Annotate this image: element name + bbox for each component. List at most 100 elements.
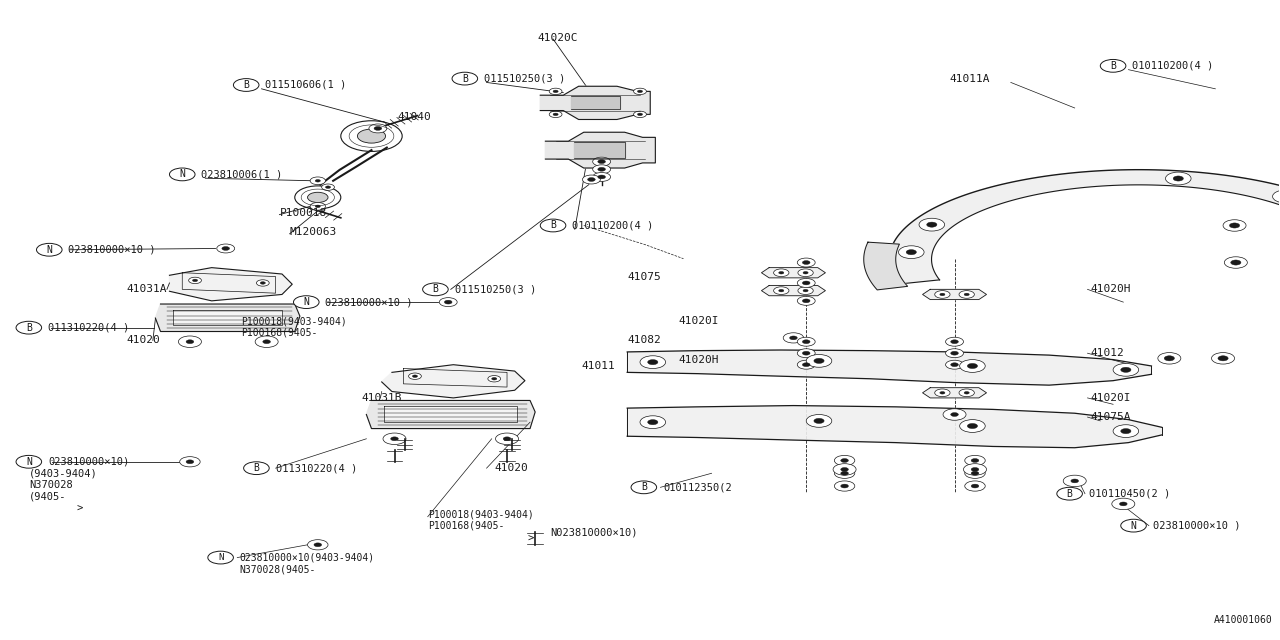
- Polygon shape: [762, 285, 826, 296]
- Circle shape: [492, 378, 497, 380]
- Circle shape: [310, 177, 325, 184]
- Text: 41011A: 41011A: [950, 74, 989, 84]
- Circle shape: [803, 271, 808, 274]
- Circle shape: [631, 481, 657, 493]
- Circle shape: [17, 321, 42, 334]
- Polygon shape: [864, 242, 908, 290]
- Circle shape: [260, 282, 265, 284]
- Text: 41020H: 41020H: [1091, 284, 1130, 294]
- Text: P100018(9403-9404): P100018(9403-9404): [428, 510, 534, 520]
- Circle shape: [803, 260, 810, 264]
- Circle shape: [964, 392, 969, 394]
- Circle shape: [17, 456, 42, 468]
- Circle shape: [593, 157, 611, 166]
- Circle shape: [797, 296, 815, 305]
- Text: 011510250(3 ): 011510250(3 ): [454, 284, 536, 294]
- Polygon shape: [571, 97, 620, 109]
- Circle shape: [188, 277, 201, 284]
- Circle shape: [357, 129, 385, 143]
- Polygon shape: [384, 406, 517, 422]
- Circle shape: [965, 456, 986, 466]
- Circle shape: [803, 281, 810, 285]
- Circle shape: [899, 246, 924, 259]
- Circle shape: [540, 219, 566, 232]
- Circle shape: [1230, 260, 1240, 265]
- Polygon shape: [890, 170, 1280, 284]
- Text: (9405-: (9405-: [29, 492, 67, 501]
- Polygon shape: [540, 86, 650, 120]
- Text: N023810000×10): N023810000×10): [550, 527, 637, 537]
- Polygon shape: [366, 401, 535, 429]
- Circle shape: [598, 175, 605, 179]
- Circle shape: [321, 184, 334, 190]
- Circle shape: [946, 360, 964, 369]
- Circle shape: [951, 351, 959, 355]
- Text: P100168(9405-: P100168(9405-: [241, 328, 317, 338]
- Circle shape: [797, 349, 815, 358]
- Circle shape: [790, 336, 797, 340]
- Text: N: N: [218, 553, 223, 562]
- Circle shape: [946, 349, 964, 358]
- Text: 41020: 41020: [125, 335, 160, 346]
- Text: N: N: [303, 297, 310, 307]
- Text: P100018(9403-9404): P100018(9403-9404): [241, 316, 347, 326]
- Circle shape: [1212, 353, 1234, 364]
- Text: N: N: [179, 170, 186, 179]
- Polygon shape: [169, 268, 292, 301]
- Text: (9403-9404): (9403-9404): [29, 468, 97, 478]
- Circle shape: [648, 420, 658, 425]
- Text: >: >: [527, 533, 534, 543]
- Circle shape: [906, 250, 916, 255]
- Text: B: B: [462, 74, 467, 84]
- Circle shape: [648, 360, 658, 365]
- Circle shape: [1057, 487, 1083, 500]
- Circle shape: [186, 460, 193, 464]
- Text: 023810000×10 ): 023810000×10 ): [325, 297, 413, 307]
- Circle shape: [964, 464, 987, 475]
- Text: N370028: N370028: [29, 480, 73, 490]
- Circle shape: [943, 409, 966, 420]
- Text: 011310220(4 ): 011310220(4 ): [275, 463, 357, 473]
- Circle shape: [553, 90, 558, 93]
- Circle shape: [959, 389, 974, 397]
- Circle shape: [1224, 220, 1245, 231]
- Circle shape: [216, 244, 234, 253]
- Circle shape: [960, 360, 986, 372]
- Circle shape: [640, 356, 666, 369]
- Circle shape: [325, 186, 330, 188]
- Text: 023810000×10 ): 023810000×10 ): [68, 244, 156, 255]
- Polygon shape: [923, 388, 987, 398]
- Circle shape: [1229, 223, 1239, 228]
- Circle shape: [1064, 475, 1087, 486]
- Polygon shape: [545, 132, 655, 168]
- Polygon shape: [173, 310, 282, 325]
- Circle shape: [972, 471, 979, 475]
- Circle shape: [835, 481, 855, 491]
- Circle shape: [1165, 356, 1175, 361]
- Circle shape: [293, 296, 319, 308]
- Circle shape: [1114, 425, 1139, 438]
- Circle shape: [179, 457, 200, 467]
- Circle shape: [593, 165, 611, 173]
- Text: N370028(9405-: N370028(9405-: [239, 564, 316, 574]
- Circle shape: [207, 551, 233, 564]
- Circle shape: [444, 300, 452, 304]
- Text: 41040: 41040: [397, 112, 431, 122]
- Circle shape: [340, 121, 402, 152]
- Circle shape: [951, 413, 959, 417]
- Circle shape: [439, 298, 457, 307]
- Text: 023810000×10): 023810000×10): [49, 457, 129, 467]
- Circle shape: [640, 416, 666, 429]
- Circle shape: [934, 389, 950, 397]
- Circle shape: [968, 364, 978, 369]
- Circle shape: [588, 177, 595, 181]
- Circle shape: [549, 111, 562, 118]
- Circle shape: [835, 456, 855, 466]
- Text: 011510606(1 ): 011510606(1 ): [265, 80, 347, 90]
- Circle shape: [778, 271, 783, 274]
- Circle shape: [972, 467, 979, 471]
- Text: 41082: 41082: [627, 335, 660, 346]
- Circle shape: [968, 424, 978, 429]
- Circle shape: [383, 433, 406, 445]
- Text: 010112350(2: 010112350(2: [663, 483, 732, 492]
